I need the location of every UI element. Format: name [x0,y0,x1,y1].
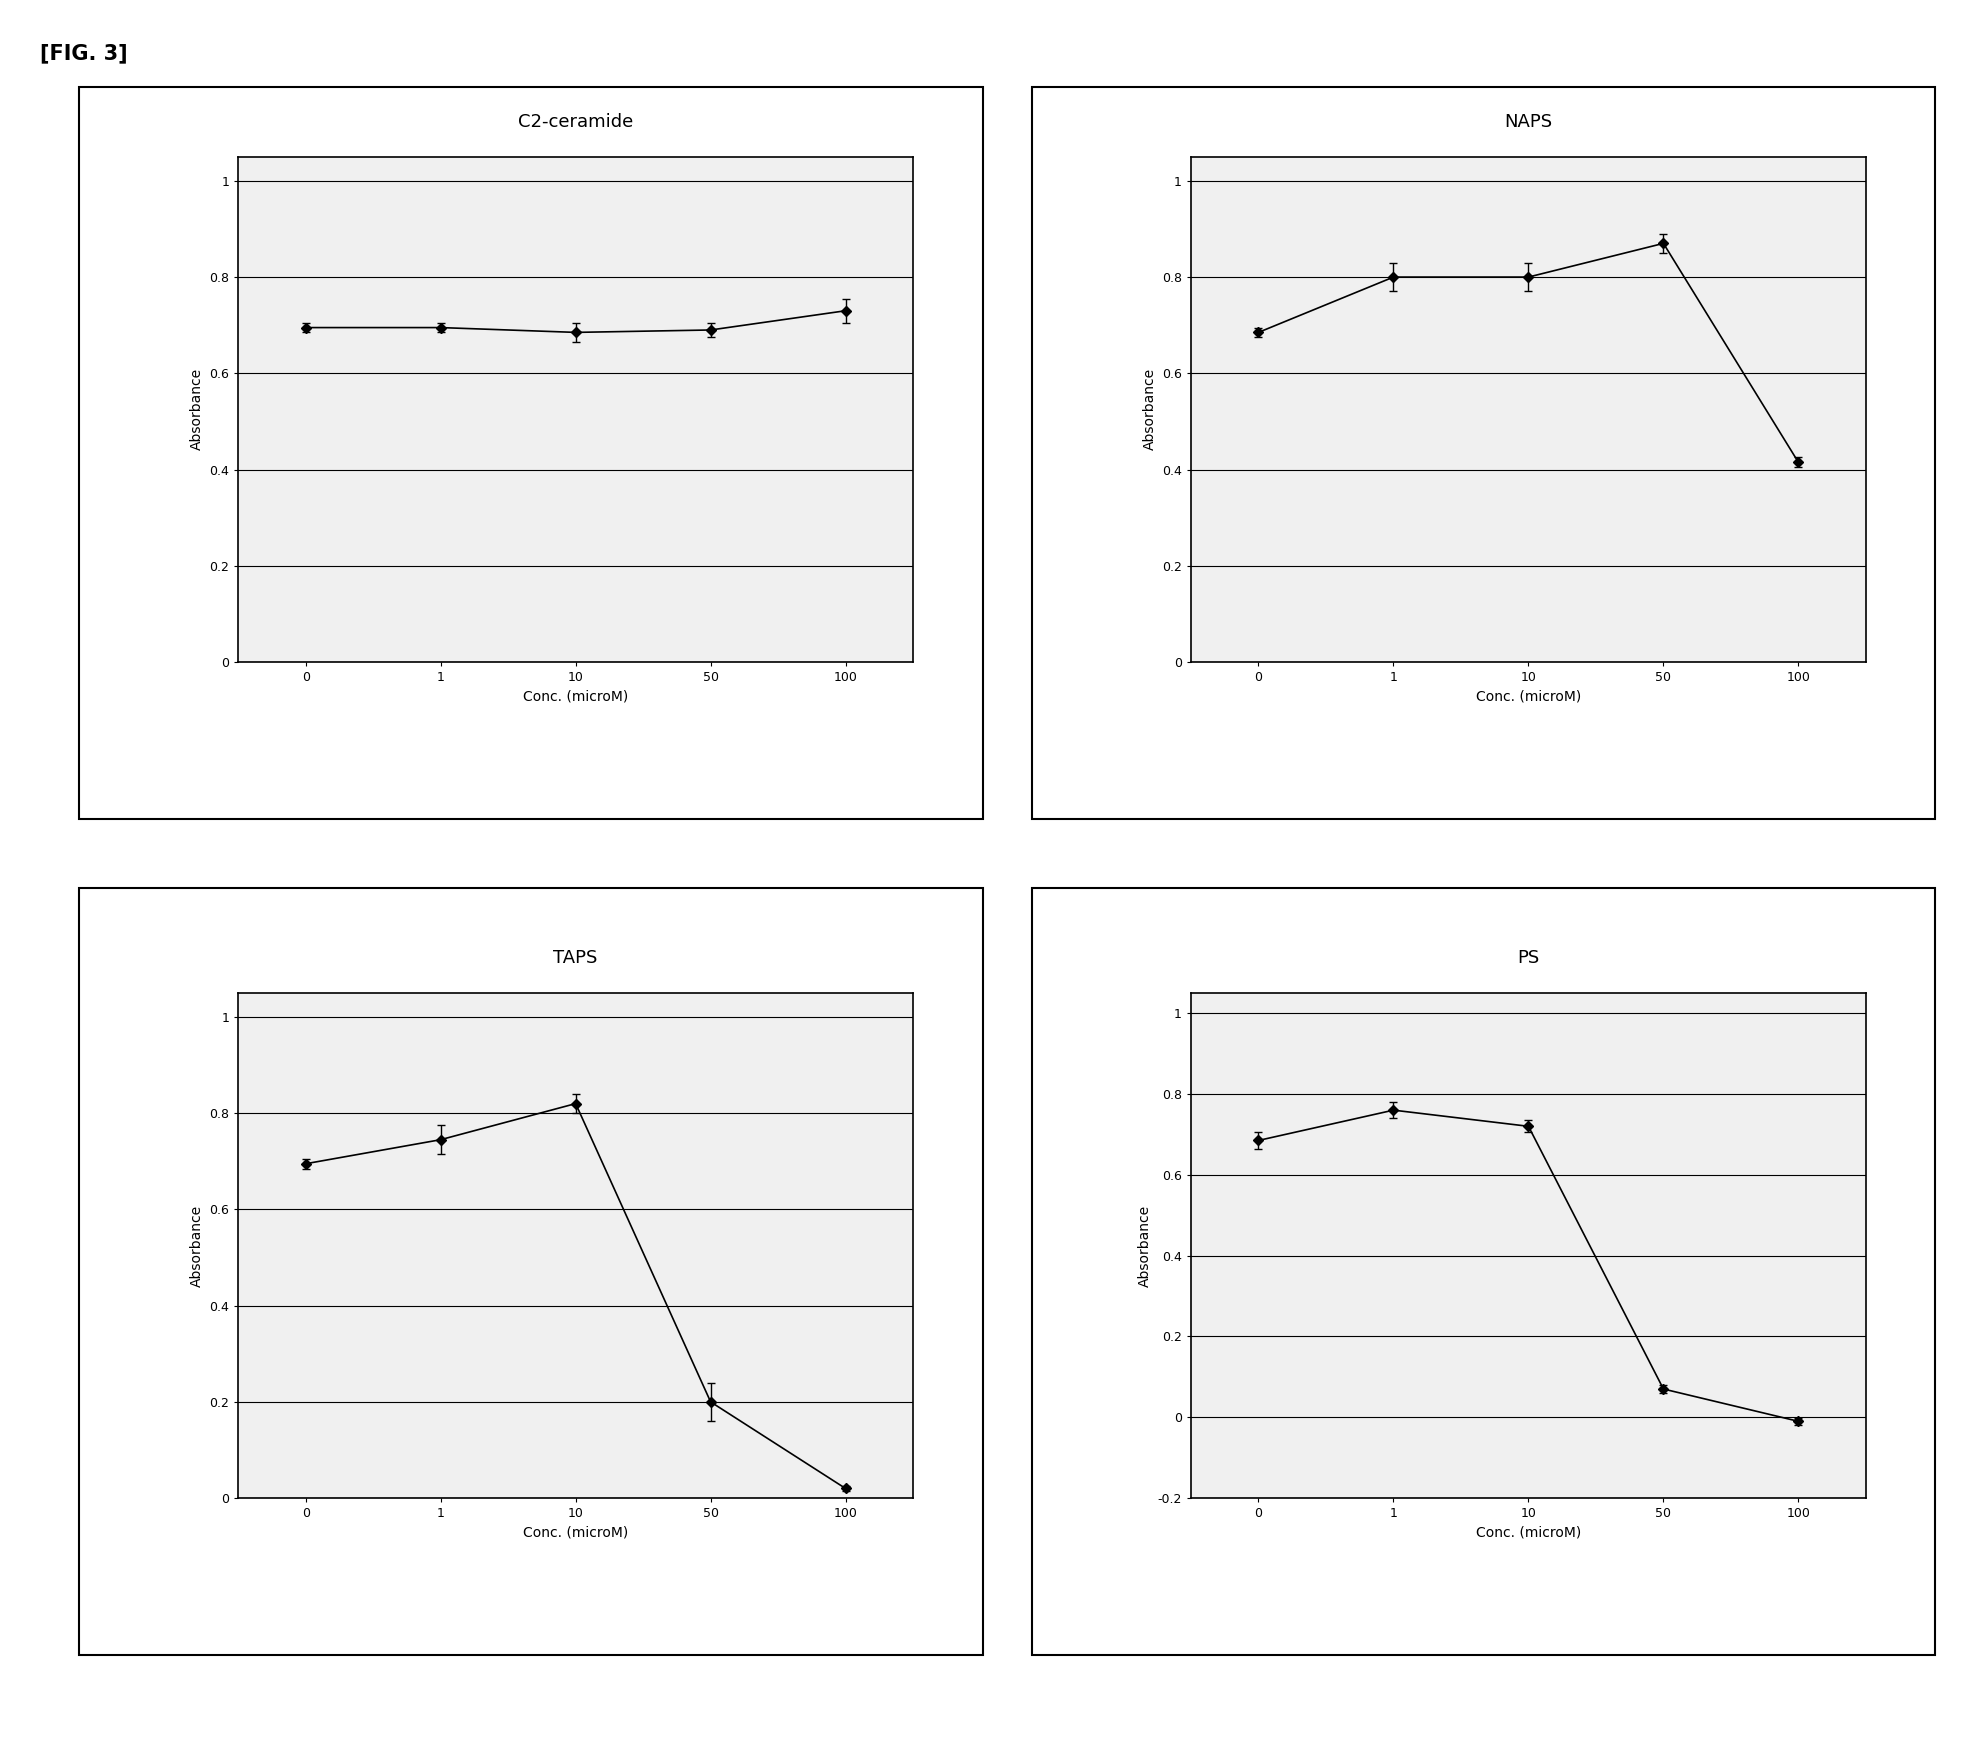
Y-axis label: Absorbance: Absorbance [1143,368,1157,451]
Y-axis label: Absorbance: Absorbance [191,1204,204,1287]
Text: NAPS: NAPS [1505,113,1552,131]
X-axis label: Conc. (microM): Conc. (microM) [522,1526,629,1540]
X-axis label: Conc. (microM): Conc. (microM) [1475,690,1582,704]
Y-axis label: Absorbance: Absorbance [1137,1204,1151,1287]
X-axis label: Conc. (microM): Conc. (microM) [1475,1526,1582,1540]
Text: [FIG. 3]: [FIG. 3] [40,44,127,63]
Text: C2-ceramide: C2-ceramide [518,113,633,131]
Y-axis label: Absorbance: Absorbance [191,368,204,451]
Text: PS: PS [1517,949,1540,967]
Text: TAPS: TAPS [554,949,597,967]
X-axis label: Conc. (microM): Conc. (microM) [522,690,629,704]
